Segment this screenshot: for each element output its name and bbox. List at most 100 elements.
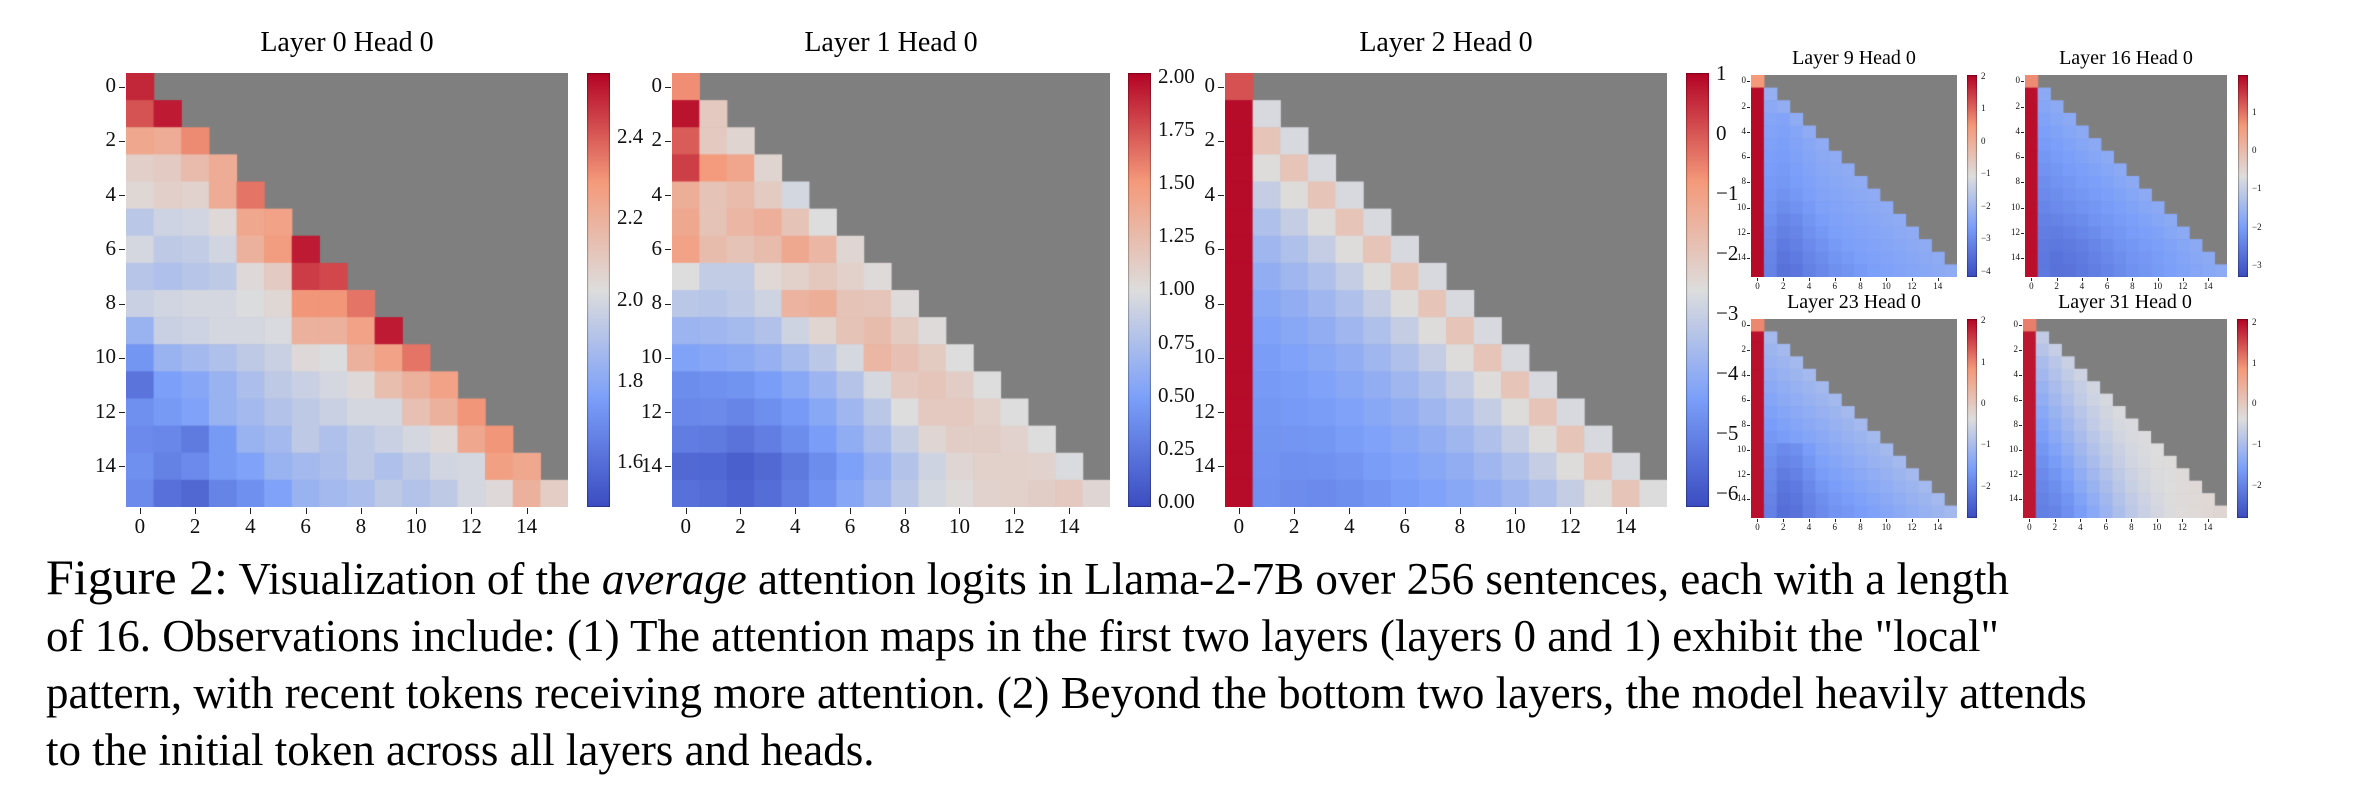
y-axis-tick-mark xyxy=(1218,249,1224,251)
y-axis-tick-mark xyxy=(119,466,125,468)
colorbar xyxy=(1967,75,1977,277)
colorbar-tick-label: 0 xyxy=(2252,145,2257,156)
y-tick-label: 4 xyxy=(2015,125,2021,136)
x-axis-tick-mark xyxy=(471,508,473,514)
panel-title: Layer 9 Head 0 xyxy=(1792,47,1916,69)
y-tick-label: 8 xyxy=(651,290,663,314)
y-tick-label: 14 xyxy=(2009,493,2018,504)
x-axis-tick-mark xyxy=(2029,519,2031,522)
caption-line-4: to the initial token across all layers a… xyxy=(46,725,875,775)
colorbar-tick-label: 2.2 xyxy=(617,205,644,230)
x-tick-label: 14 xyxy=(2203,281,2213,291)
colorbar-tick-label: −1 xyxy=(1716,181,1739,206)
x-axis-tick-mark xyxy=(1886,278,1888,281)
y-axis-tick-mark xyxy=(119,249,125,251)
y-tick-label: 8 xyxy=(1741,176,1747,187)
x-axis-tick-mark xyxy=(1757,278,1759,281)
y-axis-tick-mark xyxy=(1747,399,1750,401)
panel-title: Layer 23 Head 0 xyxy=(1787,291,1921,313)
y-axis-tick-mark xyxy=(2021,182,2024,184)
x-tick-label: 14 xyxy=(1615,514,1637,538)
x-axis-tick-mark xyxy=(1911,278,1913,281)
x-axis-tick-mark xyxy=(1860,519,1862,522)
colorbar-tick-label: −1 xyxy=(2252,438,2262,449)
y-axis-tick-mark xyxy=(2021,81,2024,83)
y-tick-label: 10 xyxy=(95,344,116,369)
x-tick-label: 10 xyxy=(948,514,970,538)
x-tick-label: 10 xyxy=(1881,281,1891,291)
y-axis-tick-mark xyxy=(1747,424,1750,426)
attention-heatmap xyxy=(2023,319,2227,518)
x-axis-tick-mark xyxy=(1911,519,1913,522)
x-axis-tick-mark xyxy=(416,508,418,514)
x-tick-label: 10 xyxy=(2153,281,2163,291)
panel-title: Layer 2 Head 0 xyxy=(1359,27,1533,58)
x-axis-tick-mark xyxy=(1570,508,1572,514)
y-axis-tick-mark xyxy=(665,86,671,88)
y-tick-label: 14 xyxy=(1194,452,1215,477)
y-tick-label: 10 xyxy=(1737,443,1746,454)
colorbar-tick-label: 0.00 xyxy=(1158,489,1195,514)
colorbar-tick-label: −2 xyxy=(1981,200,1991,211)
x-tick-label: 4 xyxy=(2079,281,2085,291)
x-axis-tick-mark xyxy=(2208,278,2210,281)
colorbar-tick-label: −3 xyxy=(2252,259,2262,270)
y-tick-label: 2 xyxy=(1741,344,1747,355)
y-axis-tick-mark xyxy=(1747,232,1750,234)
y-axis-tick-mark xyxy=(2019,350,2022,352)
colorbar-tick-label: −2 xyxy=(2252,221,2262,232)
y-tick-label: 0 xyxy=(1741,319,1747,330)
panel-title: Layer 31 Head 0 xyxy=(2058,291,2192,313)
y-tick-label: 6 xyxy=(105,235,117,260)
y-tick-label: 0 xyxy=(105,73,117,97)
x-tick-label: 2 xyxy=(189,514,201,538)
y-tick-label: 2 xyxy=(1204,127,1216,152)
figure-caption: Figure 2: Visualization of the average a… xyxy=(46,549,2346,779)
y-axis-tick-mark xyxy=(1747,157,1750,159)
attention-heatmap xyxy=(1751,75,1957,277)
y-axis-tick-mark xyxy=(2021,157,2024,159)
y-tick-label: 4 xyxy=(1741,125,1747,136)
y-axis-tick-mark xyxy=(2019,399,2022,401)
colorbar xyxy=(1686,73,1709,507)
y-tick-label: 10 xyxy=(641,344,662,369)
y-axis-tick-mark xyxy=(1747,81,1750,83)
y-tick-label: 8 xyxy=(2015,176,2021,187)
colorbar-tick-label: 0 xyxy=(2252,398,2257,409)
y-tick-label: 4 xyxy=(2013,369,2019,380)
y-tick-label: 14 xyxy=(95,452,116,477)
x-axis-tick-mark xyxy=(1068,508,1070,514)
x-tick-label: 12 xyxy=(1559,514,1581,538)
x-axis-tick-mark xyxy=(1349,508,1351,514)
colorbar-tick-label: −5 xyxy=(1716,421,1739,446)
y-axis-tick-mark xyxy=(1747,350,1750,352)
x-tick-label: 2 xyxy=(1288,514,1300,538)
panel-title: Layer 0 Head 0 xyxy=(260,27,434,58)
y-axis-tick-mark xyxy=(665,466,671,468)
x-axis-tick-mark xyxy=(1808,278,1810,281)
colorbar-tick-label: 0.50 xyxy=(1158,382,1195,407)
x-axis-tick-mark xyxy=(2080,519,2082,522)
x-tick-label: 6 xyxy=(2103,522,2109,532)
x-axis-tick-mark xyxy=(1238,508,1240,514)
x-tick-label: 4 xyxy=(2078,522,2083,532)
y-axis-tick-mark xyxy=(119,412,125,414)
colorbar-tick-label: −1 xyxy=(1981,439,1991,450)
x-axis-tick-mark xyxy=(1014,508,1016,514)
y-axis-tick-mark xyxy=(1747,106,1750,108)
colorbar-tick-label: −2 xyxy=(1981,480,1991,491)
y-axis-tick-mark xyxy=(2021,207,2024,209)
y-tick-label: 12 xyxy=(641,398,662,423)
x-tick-label: 10 xyxy=(1881,522,1891,532)
colorbar-tick-label: −4 xyxy=(1716,361,1739,386)
x-axis-tick-mark xyxy=(2054,519,2056,522)
y-axis-tick-mark xyxy=(1747,182,1750,184)
x-axis-tick-mark xyxy=(1937,278,1939,281)
x-tick-label: 12 xyxy=(460,514,482,538)
x-axis-tick-mark xyxy=(1459,508,1461,514)
y-tick-label: 8 xyxy=(1204,290,1216,314)
x-tick-label: 6 xyxy=(2104,281,2110,291)
y-axis-tick-mark xyxy=(119,357,125,359)
y-axis-tick-mark xyxy=(1747,207,1750,209)
